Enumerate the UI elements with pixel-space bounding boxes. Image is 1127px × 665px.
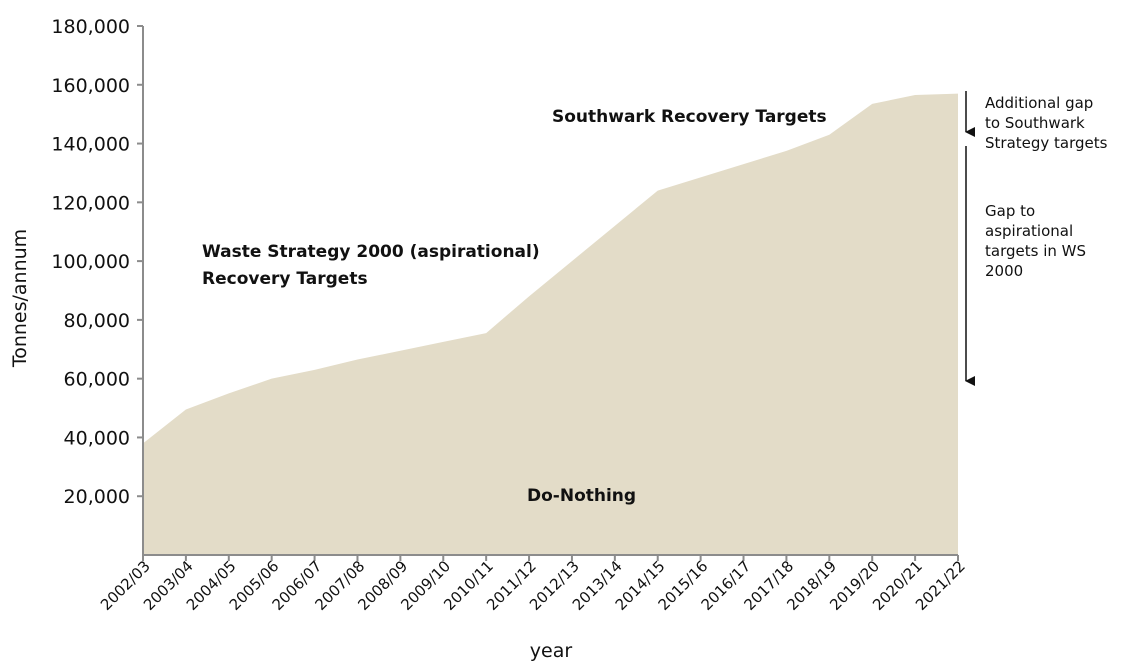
y-tick-label: 40,000 bbox=[64, 427, 130, 449]
ws2000-targets-label-line2: Recovery Targets bbox=[202, 269, 368, 289]
y-axis-title: Tonnes/annum bbox=[9, 229, 31, 368]
ws2000-targets-label-line1: Waste Strategy 2000 (aspirational) bbox=[202, 242, 540, 262]
ws2000-gap-label-4: 2000 bbox=[985, 262, 1023, 280]
x-axis-title: year bbox=[530, 640, 573, 662]
do-nothing-area bbox=[143, 93, 958, 555]
southwark-gap-label-2: to Southwark bbox=[985, 114, 1085, 132]
y-tick-label: 120,000 bbox=[51, 192, 130, 214]
ws2000-gap-label-2: aspirational bbox=[985, 222, 1073, 240]
ws2000-gap-label-3: targets in WS bbox=[985, 242, 1086, 260]
southwark-gap-label-1: Additional gap bbox=[985, 94, 1093, 112]
y-axis-ticks: 20,000 40,000 60,000 80,000 100,000 120,000 14… bbox=[51, 16, 143, 508]
southwark-gap-label-3: Strategy targets bbox=[985, 134, 1108, 152]
ws2000-gap-label-1: Gap to bbox=[985, 202, 1035, 220]
y-tick-label: 80,000 bbox=[64, 310, 130, 332]
y-tick-label: 100,000 bbox=[51, 251, 130, 273]
y-tick-label: 140,000 bbox=[51, 134, 130, 156]
y-tick-label: 60,000 bbox=[64, 369, 130, 391]
x-axis-ticks: 2002/032003/042004/052005/062006/072007/… bbox=[97, 555, 969, 614]
y-tick-label: 180,000 bbox=[51, 16, 130, 38]
southwark-targets-label: Southwark Recovery Targets bbox=[552, 107, 827, 127]
y-tick-label: 160,000 bbox=[51, 75, 130, 97]
do-nothing-label: Do-Nothing bbox=[527, 486, 636, 506]
y-tick-label: 20,000 bbox=[64, 486, 130, 508]
